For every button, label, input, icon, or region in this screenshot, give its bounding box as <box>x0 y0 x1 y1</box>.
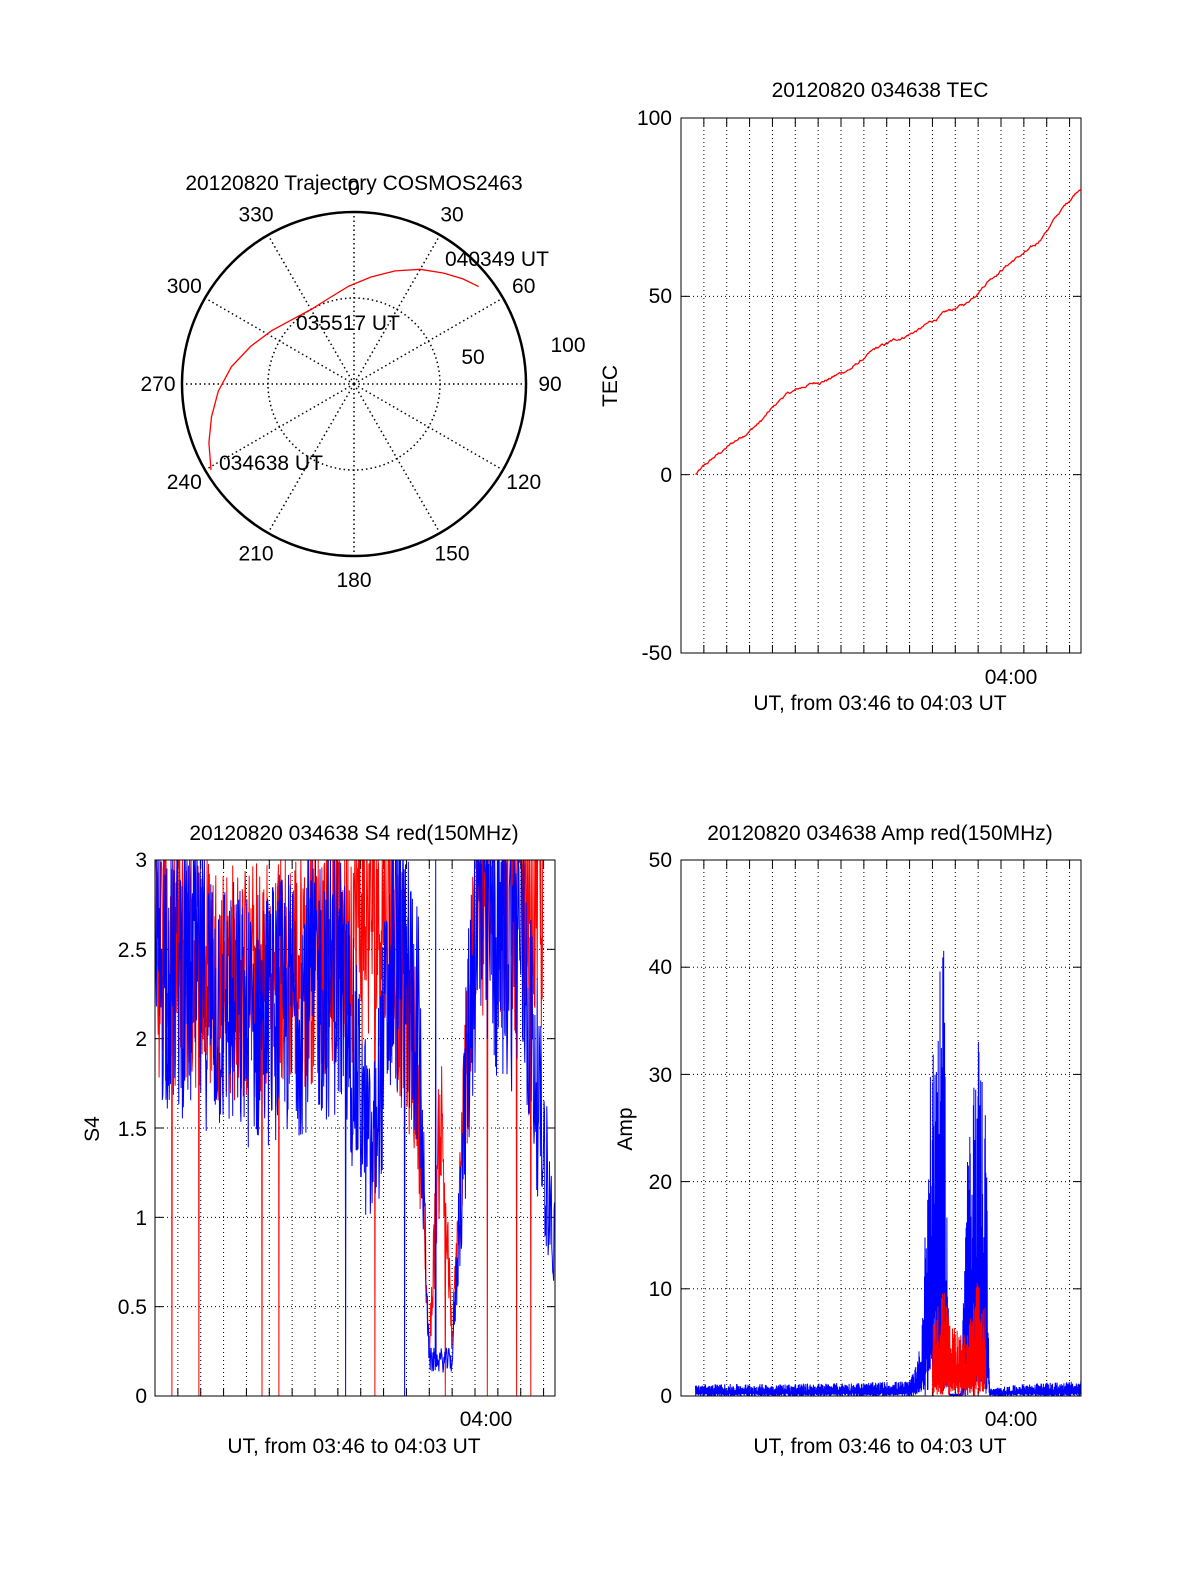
s4-xlabel: UT, from 03:46 to 04:03 UT <box>227 1435 480 1458</box>
polar-azimuth-label-240: 240 <box>167 471 202 494</box>
amp-ytick-0: 0 <box>660 1385 672 1408</box>
polar-title: 20120820 Trajectory COSMOS2463 <box>185 172 522 195</box>
amp-xlabel: UT, from 03:46 to 04:03 UT <box>753 1435 1006 1458</box>
tec-frame <box>680 117 1082 654</box>
amp-ytick-10: 10 <box>649 1278 672 1301</box>
tec-ytick-0: 0 <box>660 464 672 487</box>
polar-spokes <box>182 212 526 556</box>
tec-ylabel: TEC <box>599 365 622 407</box>
tec-title: 20120820 034638 TEC <box>772 79 989 102</box>
tec-panel: 20120820 034638 TEC 100 50 0 -50 TEC 04:… <box>599 79 1082 715</box>
amp-xtick-label: 04:00 <box>985 1408 1038 1431</box>
polar-trajectory-line <box>208 268 479 470</box>
polar-azimuth-label-150: 150 <box>434 543 469 566</box>
tec-ytick-100: 100 <box>637 107 672 130</box>
amp-frame <box>680 859 1082 1397</box>
s4-title: 20120820 034638 S4 red(150MHz) <box>189 822 518 845</box>
polar-spoke-300 <box>204 297 355 385</box>
polar-azimuth-label-180: 180 <box>336 569 371 592</box>
polar-annotation-mid: 035517 UT <box>296 312 400 335</box>
amp-panel: 20120820 034638 Amp red(150MHz) 50 40 30… <box>614 822 1082 1458</box>
tec-ytick-50: 50 <box>649 285 672 308</box>
s4-ytick-2-5: 2.5 <box>118 939 147 962</box>
polar-ring-label-100: 100 <box>550 334 585 357</box>
polar-azimuth-label-90: 90 <box>538 373 561 396</box>
s4-ylabel: S4 <box>81 1116 104 1142</box>
tec-ytick-minus50: -50 <box>642 642 672 665</box>
s4-ytick-1: 1 <box>135 1207 147 1230</box>
amp-title: 20120820 034638 Amp red(150MHz) <box>707 822 1053 845</box>
tec-xtick-label: 04:00 <box>985 666 1038 689</box>
amp-ytick-30: 30 <box>649 1064 672 1087</box>
amp-ylabel: Amp <box>614 1107 637 1150</box>
s4-ytick-2: 2 <box>135 1028 147 1051</box>
s4-xtick-label: 04:00 <box>460 1408 513 1431</box>
polar-spoke-60 <box>353 297 504 385</box>
polar-spoke-30 <box>353 234 441 385</box>
polar-annotation-start: 034638 UT <box>219 452 323 475</box>
s4-ytick-3: 3 <box>135 849 147 872</box>
s4-panel: 20120820 034638 S4 red(150MHz) 3 2.5 2 1… <box>81 822 556 1458</box>
polar-azimuth-label-330: 330 <box>238 203 273 226</box>
polar-spoke-240 <box>204 383 355 471</box>
polar-spoke-120 <box>353 383 504 471</box>
polar-azimuth-label-60: 60 <box>512 275 535 298</box>
polar-azimuth-label-0: 0 <box>348 177 360 200</box>
amp-series-blue <box>695 950 1082 1398</box>
amp-grid <box>681 859 1081 1397</box>
polar-azimuth-label-120: 120 <box>506 471 541 494</box>
polar-spoke-150 <box>353 383 441 534</box>
polar-azimuth-label-30: 30 <box>440 203 463 226</box>
s4-ytick-1-5: 1.5 <box>118 1118 147 1141</box>
polar-annotation-end: 040349 UT <box>445 248 549 271</box>
tec-xlabel: UT, from 03:46 to 04:03 UT <box>753 692 1006 715</box>
polar-ring-label-50: 50 <box>461 346 484 369</box>
polar-azimuth-label-300: 300 <box>167 275 202 298</box>
s4-ytick-0: 0 <box>135 1385 147 1408</box>
tec-grid <box>681 117 1081 654</box>
s4-frame <box>154 859 556 1397</box>
s4-series-blue <box>154 859 555 1397</box>
polar-azimuth-labels: 0 30 60 90 120 150 180 210 240 270 300 330 <box>140 177 561 592</box>
amp-ytick-40: 40 <box>649 956 672 979</box>
polar-azimuth-label-210: 210 <box>238 543 273 566</box>
amp-ytick-20: 20 <box>649 1171 672 1194</box>
polar-spoke-210 <box>267 383 355 534</box>
tec-series-line <box>695 188 1082 475</box>
polar-panel: 20120820 Trajectory COSMOS2463 0 30 60 90 12… <box>140 172 585 592</box>
s4-ytick-0-5: 0.5 <box>118 1296 147 1319</box>
amp-ytick-50: 50 <box>649 849 672 872</box>
polar-azimuth-label-270: 270 <box>140 373 175 396</box>
amp-series-red <box>931 1283 987 1396</box>
